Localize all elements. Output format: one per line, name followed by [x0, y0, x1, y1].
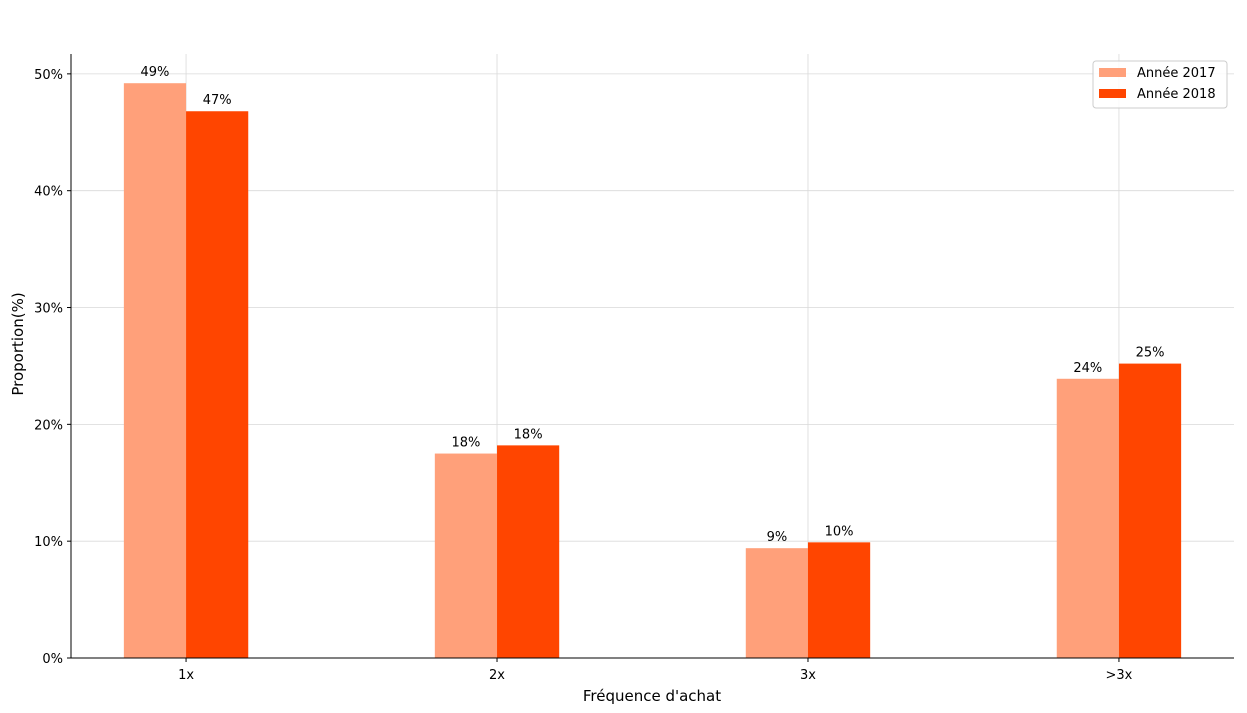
- bar-2018: [186, 111, 249, 658]
- y-tick-label: 0%: [42, 652, 63, 667]
- legend-box: [1092, 60, 1228, 109]
- bar-value-label: 9%: [767, 530, 788, 545]
- bar-2017: [434, 453, 498, 658]
- x-tick-label: 1x: [178, 668, 194, 683]
- y-tick-label: 20%: [34, 418, 63, 433]
- y-axis-title: Proportion(%): [9, 292, 27, 395]
- y-tick-label: 10%: [34, 535, 63, 550]
- legend-swatch: [1099, 68, 1126, 77]
- bar-2017: [745, 548, 808, 658]
- bar-2018: [807, 542, 871, 658]
- x-tick-label: 3x: [800, 668, 816, 683]
- bars: [123, 83, 1182, 658]
- x-tick-label: 2x: [489, 668, 505, 683]
- bar-value-label: 49%: [141, 65, 170, 80]
- legend-label: Année 2017: [1137, 66, 1216, 81]
- bar-2017: [1056, 378, 1119, 658]
- bar-value-label: 10%: [825, 524, 854, 539]
- y-tick-label: 40%: [34, 185, 63, 200]
- bar-value-label: 18%: [451, 436, 480, 451]
- data-labels: 49% 18% 9% 24% 47% 18% 10% 25%: [141, 65, 1165, 545]
- bar-value-label: 18%: [514, 427, 543, 442]
- bar-2018: [1118, 363, 1182, 658]
- y-tick-label: 50%: [34, 68, 63, 83]
- bar-2018: [497, 445, 560, 658]
- axes: 0% 10% 20% 30% 40% 50% 1x 2x 3x >3x: [34, 54, 1234, 683]
- bar-2017: [123, 83, 187, 658]
- legend-swatch: [1099, 89, 1126, 98]
- legend: Année 2017 Année 2018: [1092, 60, 1228, 109]
- bar-value-label: 24%: [1073, 361, 1102, 376]
- legend-label: Année 2018: [1137, 87, 1216, 102]
- bar-value-label: 25%: [1136, 346, 1165, 361]
- x-axis-title: Fréquence d'achat: [583, 687, 721, 705]
- bar-value-label: 47%: [203, 93, 232, 108]
- y-tick-label: 30%: [34, 302, 63, 317]
- x-tick-label: >3x: [1106, 668, 1133, 683]
